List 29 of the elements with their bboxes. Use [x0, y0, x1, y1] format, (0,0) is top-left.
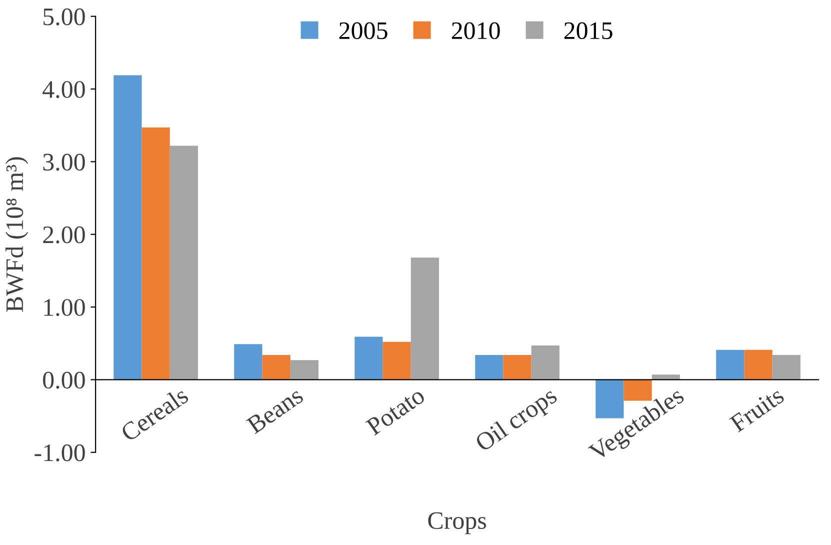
y-tick-label: 4.00: [42, 81, 85, 98]
legend-label: 2005: [339, 22, 388, 40]
bar: [142, 128, 170, 380]
bar: [410, 258, 439, 380]
bar: [772, 354, 800, 380]
bar: [234, 344, 262, 380]
y-axis-title: BWFd (10⁸ m³): [6, 157, 28, 312]
bar: [170, 146, 198, 380]
y-tick-label: 3.00: [43, 154, 85, 171]
y-tick-label: 1.00: [44, 299, 85, 316]
y-tick-label: -1.00: [34, 444, 85, 462]
y-tick-label: 2.00: [43, 226, 85, 244]
bar: [744, 350, 772, 380]
bar: [290, 360, 318, 380]
bar: [531, 346, 560, 380]
x-axis-title: Crops: [428, 512, 486, 534]
bar: [262, 354, 290, 380]
bar: [382, 342, 411, 380]
x-tick-label: Fruits: [728, 386, 786, 433]
x-tick-label: Oil crops: [474, 386, 561, 456]
bar: [503, 354, 532, 380]
legend-label: 2010: [452, 22, 500, 40]
bar: [114, 75, 142, 380]
legend-label: 2015: [564, 22, 612, 40]
y-tick-label: 5.00: [44, 8, 85, 26]
bar: [354, 336, 383, 380]
y-tick-label: 0.00: [43, 372, 85, 389]
bar: [475, 354, 504, 380]
bar: [716, 350, 744, 380]
